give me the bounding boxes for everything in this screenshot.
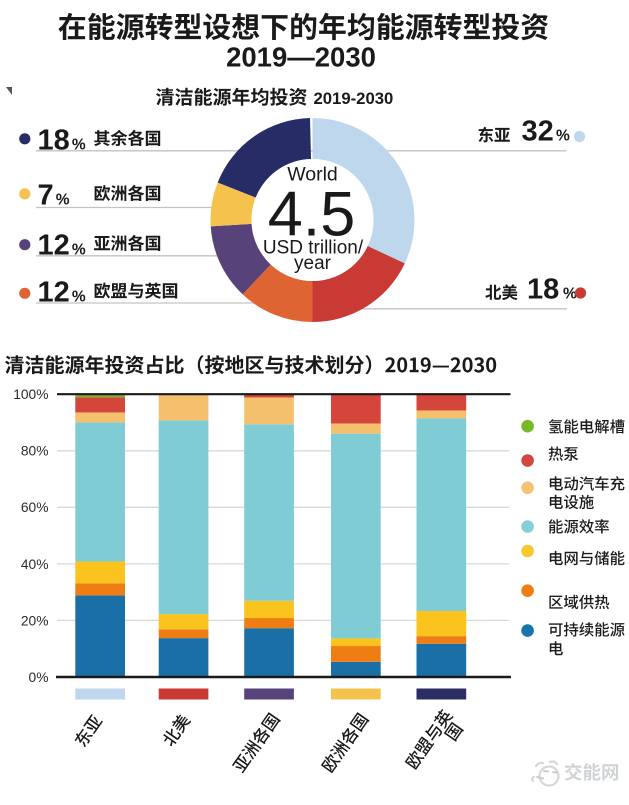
svg-text:%: % — [72, 241, 86, 258]
svg-text:0%: 0% — [29, 670, 49, 685]
svg-text:%: % — [72, 136, 86, 153]
svg-text:2019-2030: 2019-2030 — [314, 89, 394, 108]
svg-text:20%: 20% — [21, 613, 49, 628]
svg-text:18: 18 — [38, 124, 70, 156]
svg-text:%: % — [72, 289, 86, 306]
svg-text:%: % — [56, 191, 70, 208]
svg-text:100%: 100% — [13, 387, 48, 402]
svg-text:World: World — [287, 164, 338, 186]
svg-text:7: 7 — [38, 179, 54, 211]
svg-text:40%: 40% — [21, 557, 49, 572]
svg-text:80%: 80% — [21, 444, 49, 459]
svg-text:32: 32 — [522, 115, 554, 147]
svg-text:year: year — [294, 253, 332, 274]
svg-text:%: % — [563, 286, 577, 303]
svg-text:%: % — [556, 127, 570, 144]
svg-text:USD trillion/: USD trillion/ — [263, 238, 364, 259]
svg-text:2019—2030: 2019—2030 — [226, 41, 376, 72]
svg-text:4.5: 4.5 — [268, 180, 356, 250]
svg-text:60%: 60% — [21, 500, 49, 515]
svg-text:12: 12 — [38, 229, 70, 261]
svg-text:18: 18 — [527, 274, 559, 306]
svg-text:12: 12 — [38, 277, 70, 309]
